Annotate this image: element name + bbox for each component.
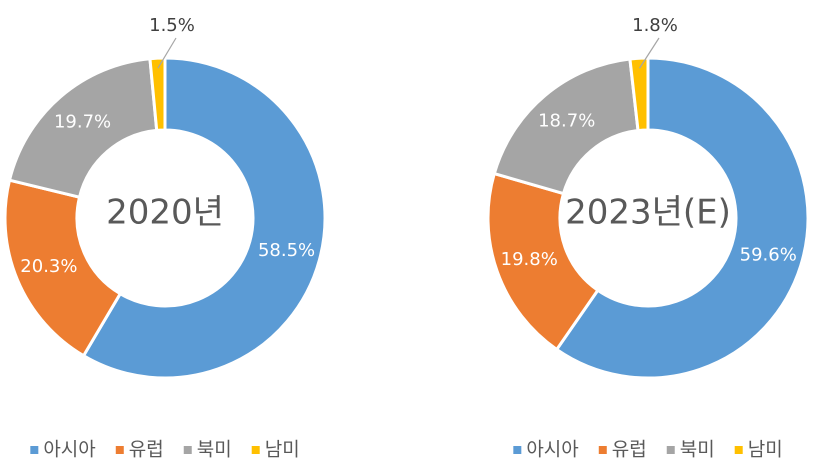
data-label: 1.8% (632, 15, 678, 36)
legend-marker (251, 446, 260, 454)
slice (628, 56, 650, 133)
slice (3, 178, 123, 358)
legend-marker (598, 446, 607, 454)
center-title: 2023년(E) (565, 193, 731, 233)
slice (554, 56, 810, 380)
legend-label: 북미 (197, 439, 232, 461)
legend-label: 유럽 (612, 439, 647, 461)
legend: 아시아 유럽 북미 남미 (513, 439, 783, 461)
legend-label: 아시아 (526, 439, 578, 461)
data-label: 19.8% (501, 249, 558, 270)
data-label: 19.7% (54, 112, 111, 133)
leader-line (157, 37, 177, 69)
legend-label: 아시아 (43, 439, 95, 461)
legend: 아시아 유럽 북미 남미 (30, 439, 300, 461)
legend-marker (734, 446, 743, 454)
data-label: 18.7% (538, 111, 595, 132)
center-title: 2020년 (106, 193, 224, 233)
leader-line (639, 37, 660, 69)
legend-marker (513, 446, 522, 454)
data-label: 1.5% (149, 15, 195, 36)
legend-label: 남미 (265, 439, 300, 461)
data-label: 20.3% (20, 256, 77, 277)
legend-label: 유럽 (129, 439, 164, 461)
slice (81, 56, 327, 380)
legend-marker (115, 446, 124, 454)
legend-label: 남미 (748, 439, 783, 461)
slice (7, 57, 159, 199)
legend-marker (30, 446, 39, 454)
legend-marker (183, 446, 192, 454)
data-label: 59.6% (740, 245, 797, 266)
data-label: 58.5% (258, 240, 315, 261)
legend-marker (666, 446, 675, 454)
slice (148, 56, 167, 133)
legend-label: 북미 (680, 439, 715, 461)
